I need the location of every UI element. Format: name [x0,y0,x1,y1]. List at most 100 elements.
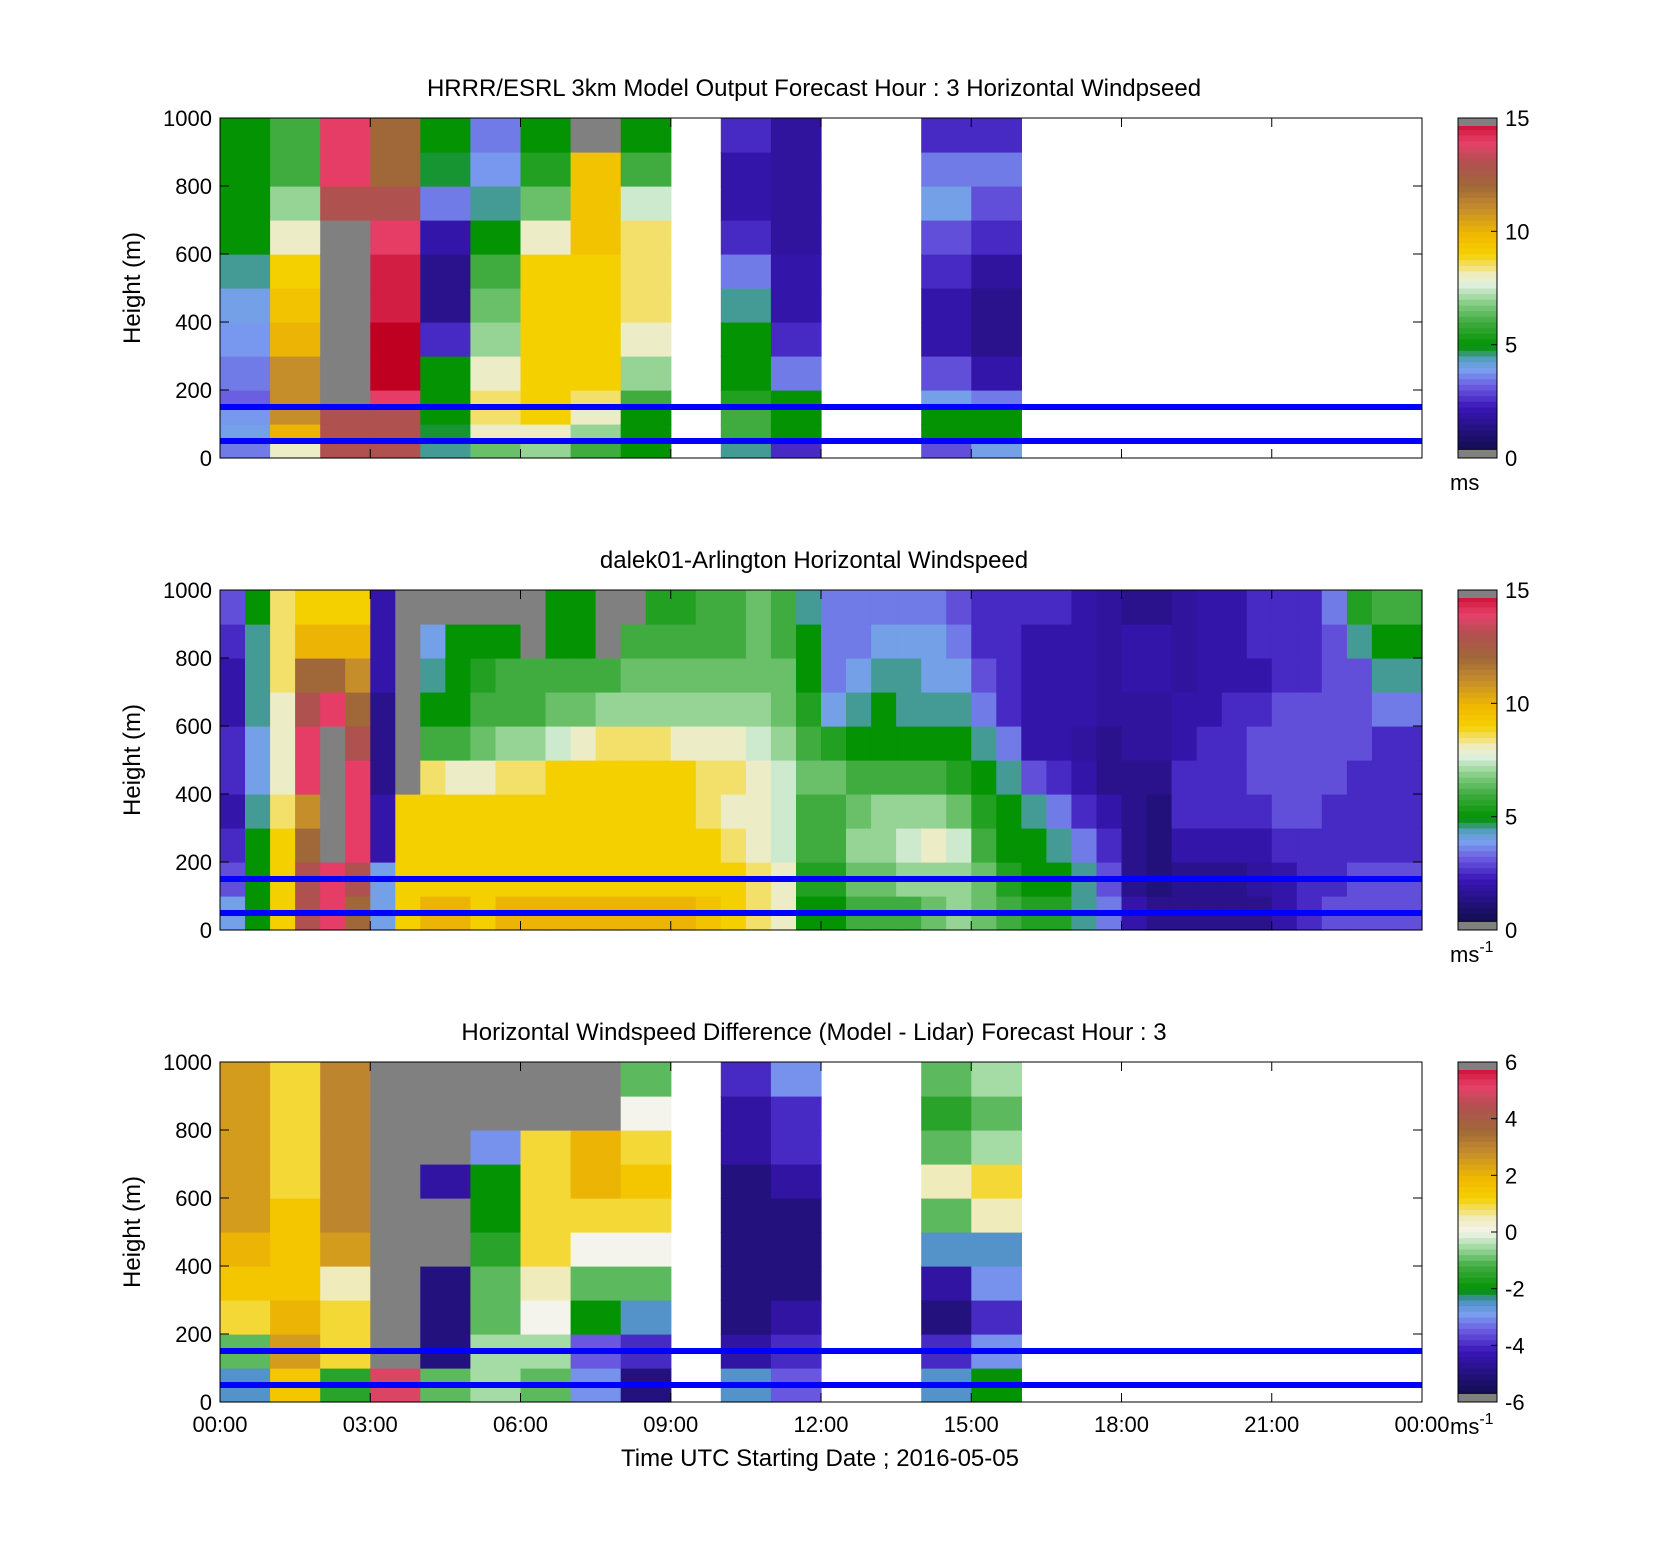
heatmap-cell [846,624,872,659]
heatmap-cell [921,794,947,829]
heatmap-cell [370,254,421,289]
y-tick-label: 400 [175,782,212,807]
heatmap-cell [921,760,947,795]
heatmap-cell [770,356,822,391]
heatmap-cell [946,692,972,727]
heatmap-cell [1121,590,1148,625]
heatmap-cell [570,624,597,659]
heatmap-cell [295,590,321,625]
heatmap-cell [1171,624,1198,659]
colorbar-segment [1458,1226,1497,1233]
heatmap-cell [345,658,371,693]
colorbar-segment [1458,1328,1497,1335]
colorbar-segment [1458,805,1497,812]
colorbar-segment [1458,305,1497,312]
heatmap-cell [470,407,522,425]
colorbar-segment [1458,1385,1497,1392]
heatmap-cell [420,220,471,255]
heatmap-cell [345,590,371,625]
heatmap-cell [495,658,522,693]
heatmap-cell [370,152,421,187]
colorbar-tick-label: -2 [1505,1277,1525,1302]
heatmap-cell [745,828,772,863]
colorbar-segment [1458,777,1497,784]
colorbar-segment [1458,1169,1497,1176]
heatmap-cell [720,1130,772,1165]
heatmap-cell [395,658,421,693]
colorbar-segment [1458,737,1497,744]
colorbar-segment [1458,726,1497,733]
heatmap-cell [270,624,296,659]
heatmap-cell [1046,726,1072,761]
colorbar-segment [1458,288,1497,295]
heatmap-cell [370,760,396,795]
heatmap-cell [420,760,446,795]
heatmap-cell [420,1232,471,1267]
colorbar-segment [1458,1215,1497,1222]
heatmap-cell [1121,658,1148,693]
colorbar-segment [1458,407,1497,414]
heatmap-cell [670,692,697,727]
heatmap-cell [320,441,371,459]
y-tick-label: 800 [175,646,212,671]
colorbar-tick-label: 5 [1505,805,1517,830]
heatmap-cell [720,692,747,727]
heatmap-cell [395,590,421,625]
colorbar-segment [1458,322,1497,329]
heatmap-cell [971,288,1022,323]
heatmap-model: 0 200 400 600 800 1000 Height (m) 0 5 10 15 ms [119,106,1529,495]
heatmap-cell [921,726,947,761]
heatmap-cell [520,424,572,442]
y-tick-label: 800 [175,174,212,199]
colorbar-segment [1458,1322,1497,1329]
heatmap-cell [770,590,797,625]
heatmap-cell [871,726,897,761]
colorbar-segment [1458,731,1497,738]
heatmap-cell [220,1198,271,1233]
heatmap-cell [1146,624,1173,659]
heatmap-cell [220,1300,271,1335]
heatmap-cell [420,186,471,221]
heatmap-cell [1246,828,1273,863]
colorbar-segment [1458,612,1497,619]
heatmap-cell [420,726,446,761]
heatmap-cell [946,624,972,659]
heatmap-cell [770,220,822,255]
heatmap-cell [1346,692,1373,727]
heatmap-cell [846,692,872,727]
heatmap-cell [1246,658,1273,693]
heatmap-cell [1021,624,1047,659]
colorbar-segment [1458,833,1497,840]
heatmap-cell [545,590,572,625]
heatmap-cell [320,1164,371,1199]
colorbar-segment [1458,845,1497,852]
heatmap-cell [1021,828,1047,863]
heatmap-cell [720,118,772,153]
heatmap-cell [370,1300,421,1335]
colorbar-segment [1458,1362,1497,1369]
heatmap-cell [1296,658,1323,693]
colorbar-segment [1458,157,1497,164]
colorbar-tick-label: 0 [1505,1220,1517,1245]
x-tick-label: 15:00 [944,1412,999,1437]
heatmap-diff: 0 200 400 600 800 1000 00:00 03:00 06:00 09:00 12:… [119,1050,1525,1439]
heatmap-cell [1046,794,1072,829]
heatmap-cell [896,828,922,863]
heatmap-cell [320,1300,371,1335]
heatmap-cell [420,356,471,391]
colorbar-segment [1458,788,1497,795]
heatmap-cell [520,390,572,408]
heatmap-cell [996,794,1022,829]
heatmap-cell [1221,760,1248,795]
heatmap-cell [695,828,722,863]
colorbar-segment [1458,1124,1497,1131]
colorbar-segment [1458,658,1497,665]
heatmap-cell [770,726,797,761]
heatmap-cell [1146,760,1173,795]
heatmap-cell [320,1266,371,1301]
heatmap-cell [470,186,522,221]
colorbar-segment [1458,180,1497,187]
heatmap-cell [370,1164,421,1199]
heatmap-cell [370,726,396,761]
heatmap-cell [1271,794,1298,829]
